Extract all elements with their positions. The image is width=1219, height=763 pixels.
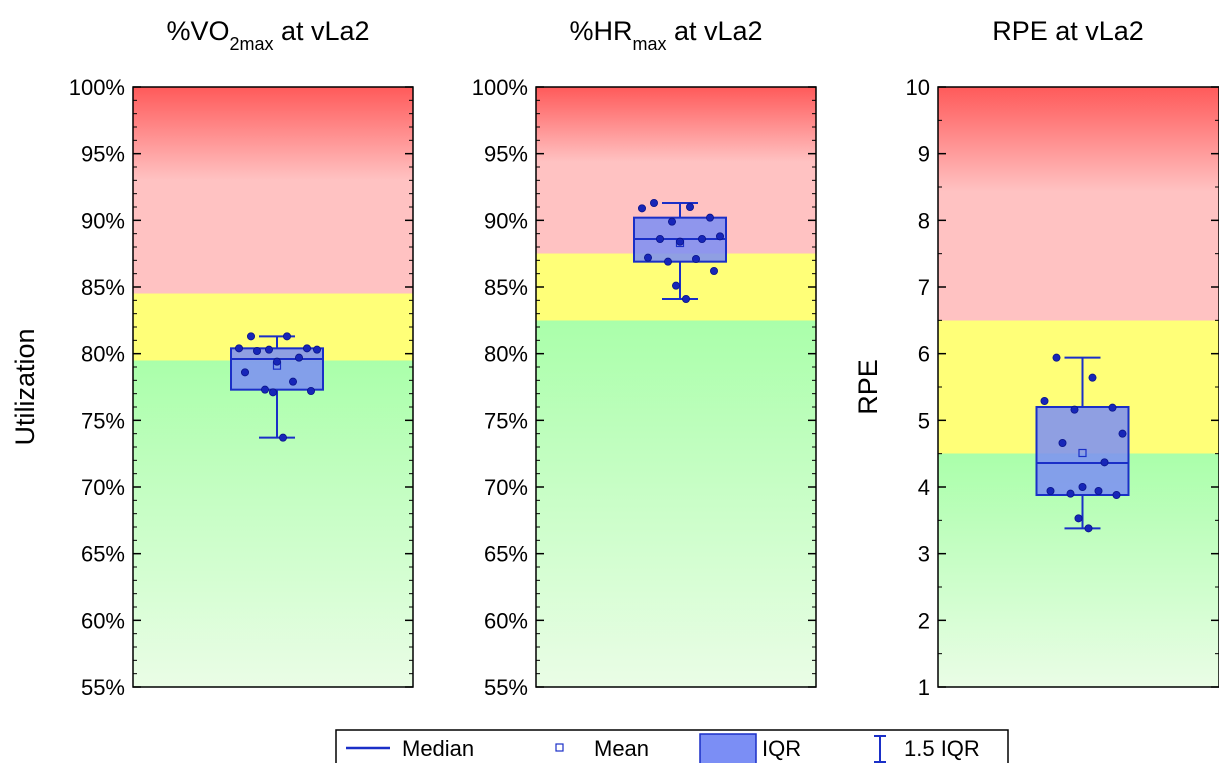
y-tick-label: 6 [918,342,930,367]
data-point [288,377,297,386]
data-point [1074,514,1083,523]
data-point [234,344,243,353]
data-point [268,388,277,397]
data-point [278,433,287,442]
data-point [1052,353,1061,362]
data-point [1108,403,1117,412]
data-point [672,281,681,290]
y-tick-label: 8 [918,208,930,233]
y-tick-label: 55% [484,675,528,700]
legend-mean-swatch [555,743,564,752]
y-tick-label: 85% [81,275,125,300]
y-tick-label: 100% [472,75,528,100]
legend-iqr-swatch [699,733,757,763]
data-point [252,346,261,355]
y-tick-label: 95% [81,142,125,167]
y-tick-label: 1 [918,675,930,700]
data-point [1118,429,1127,438]
data-point [1094,486,1103,495]
data-point [650,198,659,207]
y-tick-label: 100% [69,75,125,100]
data-point [302,344,311,353]
y-tick-label: 60% [81,608,125,633]
y-tick-label: 2 [918,608,930,633]
legend-median-label: Median [402,736,474,761]
data-point [1046,486,1055,495]
data-point [698,234,707,243]
plot-frame [132,86,414,688]
y-tick-label: 75% [81,408,125,433]
data-point [1078,482,1087,491]
y-tick-label: 70% [484,475,528,500]
data-point [656,234,665,243]
data-point [682,294,691,303]
data-point [1058,438,1067,447]
data-point [1040,396,1049,405]
y-tick-label: 4 [918,475,930,500]
data-point [264,345,273,354]
y-tick-label: 3 [918,542,930,567]
legend-frame [335,729,1009,763]
y-tick-label: 80% [81,342,125,367]
legend: Median Mean IQR 1.5 IQR [335,729,1009,763]
y-tick-label: 85% [484,275,528,300]
chart-title: %VO2max at vLa2 [166,16,369,54]
data-point [1070,405,1079,414]
zone-background [536,87,816,687]
data-point [312,345,321,354]
chart-title: %HRmax at vLa2 [569,16,762,54]
y-tick-label: 5 [918,408,930,433]
chart-panel-1: %VO2max at vLa2 55% 60% 65% 70% 75% 80% 85% 90% 9… [10,16,414,700]
y-tick-label: 7 [918,275,930,300]
y-tick-label: 60% [484,608,528,633]
y-axis-label: RPE [853,359,883,415]
y-tick-label: 65% [484,542,528,567]
data-point [246,332,255,341]
iqr-box [1035,406,1130,496]
data-point [692,254,701,263]
data-point [706,213,715,222]
data-point [1100,458,1109,467]
y-tick-label: 70% [81,475,125,500]
data-point [710,266,719,275]
data-point [282,332,291,341]
plot-frame [535,86,817,688]
mean-marker [1078,448,1087,458]
y-tick-label: 10 [906,75,930,100]
data-point [294,353,303,362]
data-point [668,217,677,226]
data-point [686,202,695,211]
chart-panel-3: RPE at vLa2 1 2 3 4 5 6 7 8 9 10 RPE [853,16,1219,700]
y-tick-label: 9 [918,142,930,167]
legend-whisker-swatch [874,735,886,763]
zone-background [938,87,1219,687]
data-point [1084,524,1093,533]
data-point [260,385,269,394]
data-point [716,232,725,241]
legend-iqr-label: IQR [762,736,801,761]
y-tick-label: 75% [484,408,528,433]
chart-panel-2: %HRmax at vLa2 55% 60% 65% 70% 75% 80% 85% 90% 95… [472,16,817,700]
y-tick-label: 80% [484,342,528,367]
y-tick-label: 95% [484,142,528,167]
chart-title: RPE at vLa2 [992,16,1144,46]
y-tick-label: 90% [484,208,528,233]
y-axis-label: Utilization [10,328,40,445]
data-point [240,368,249,377]
data-point [664,257,673,266]
data-point [1112,490,1121,499]
data-point [1066,489,1075,498]
legend-mean-label: Mean [594,736,649,761]
y-tick-label: 65% [81,542,125,567]
legend-whisker-label: 1.5 IQR [904,736,980,761]
y-tick-label: 90% [81,208,125,233]
data-point [272,357,281,366]
data-point [644,253,653,262]
data-point [1088,373,1097,382]
data-point [676,237,685,246]
data-point [306,386,315,395]
y-tick-label: 55% [81,675,125,700]
data-point [638,204,647,213]
